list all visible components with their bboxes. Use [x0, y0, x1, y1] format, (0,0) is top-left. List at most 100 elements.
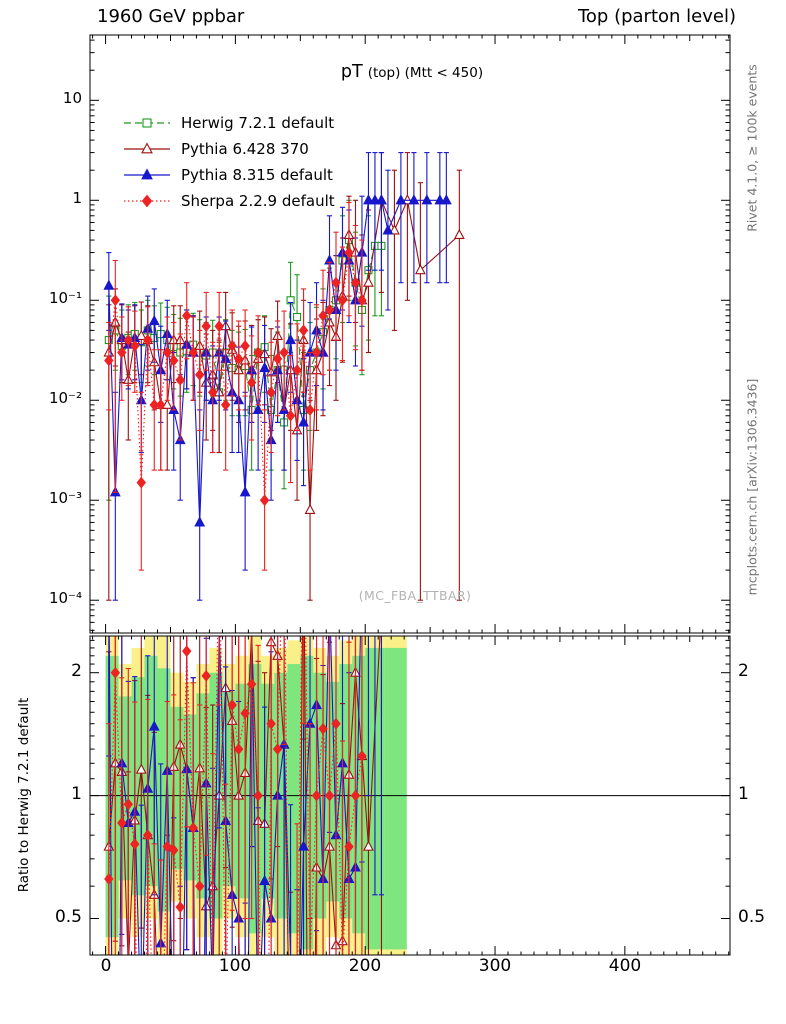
marker-diamond-filled — [311, 346, 322, 359]
marker-diamond-filled — [156, 398, 166, 411]
marker-triangle-open — [363, 276, 374, 287]
series-line — [108, 252, 363, 501]
marker-diamond-filled — [143, 829, 153, 842]
y-axis-main-tick-label: 1 — [72, 189, 82, 207]
marker-triangle-open — [135, 329, 147, 340]
x-axis-tick-label: 200 — [348, 956, 382, 976]
marker-diamond-filled — [311, 789, 322, 802]
marker-triangle-filled — [194, 516, 206, 527]
rivet-version-label: Rivet 4.1.0, ≥ 100k events — [744, 64, 760, 232]
marker-diamond-filled — [272, 743, 283, 755]
x-axis-tick-label: 300 — [478, 956, 512, 976]
marker-triangle-filled — [298, 416, 309, 427]
marker-triangle-filled — [239, 486, 251, 497]
marker-triangle-open — [414, 263, 426, 275]
marker-diamond-filled — [104, 354, 114, 367]
marker-diamond-filled — [175, 373, 185, 386]
y-axis-main-tick-label: 10⁻¹ — [48, 289, 82, 307]
marker-triangle-filled — [434, 194, 446, 205]
marker-triangle-open — [389, 224, 400, 235]
marker-diamond-filled — [162, 346, 172, 359]
marker-triangle-filled — [440, 194, 452, 205]
marker-diamond-filled — [357, 750, 367, 762]
marker-diamond-filled — [240, 339, 250, 352]
y-axis-ratio-tick-label-right: 1 — [738, 784, 749, 804]
marker-triangle-filled — [148, 720, 160, 731]
stat-uncertainty-band — [105, 655, 119, 938]
legend-item-herwig-7-2-1-default: Herwig 7.2.1 default — [122, 110, 335, 136]
beam-info-label: 1960 GeV ppbar — [97, 6, 245, 27]
marker-diamond-filled — [175, 901, 185, 913]
marker-triangle-filled — [395, 194, 407, 205]
marker-diamond-filled — [227, 699, 237, 711]
marker-triangle-open — [401, 194, 413, 205]
marker-diamond-filled — [246, 678, 257, 691]
marker-diamond-filled — [104, 873, 114, 885]
marker-diamond-filled — [305, 404, 315, 416]
marker-triangle-filled — [103, 279, 115, 290]
marker-diamond-filled — [279, 346, 289, 359]
marker-diamond-filled — [182, 309, 192, 322]
marker-diamond-filled — [344, 840, 354, 853]
marker-diamond-filled — [233, 352, 244, 365]
marker-diamond-filled — [123, 798, 134, 811]
x-axis-tick-label: 100 — [218, 956, 252, 976]
marker-diamond-filled — [253, 789, 263, 802]
legend-item-label: Herwig 7.2.1 default — [181, 114, 335, 132]
series-ratio-sherpa-2-2-9-default — [104, 636, 367, 955]
stat-uncertainty-band — [384, 647, 407, 950]
analysis-watermark: (MC_FBA_TTBAR) — [358, 588, 472, 603]
marker-diamond-filled — [117, 817, 127, 829]
marker-diamond-filled — [285, 409, 296, 422]
legend-marker-square-open — [124, 118, 170, 128]
marker-diamond-filled — [117, 346, 127, 359]
marker-triangle-filled — [382, 224, 394, 235]
marker-diamond-filled — [188, 346, 198, 359]
marker-diamond-filled — [194, 368, 205, 381]
plot-title-cut: (top) (Mtt < 450) — [367, 65, 484, 81]
marker-diamond-filled — [246, 376, 257, 389]
marker-diamond-filled — [207, 386, 218, 399]
legend-item-pythia-6-428-370: Pythia 6.428 370 — [122, 136, 335, 162]
plot-title: pT (top) (Mtt < 450) — [341, 62, 483, 82]
marker-triangle-open — [304, 503, 316, 514]
marker-diamond-filled — [272, 352, 283, 365]
marker-diamond-filled — [130, 838, 140, 850]
series-line — [108, 636, 363, 955]
y-axis-ratio-tick-label-left: 1 — [71, 784, 82, 804]
marker-diamond-filled — [298, 324, 309, 337]
marker-diamond-filled — [240, 707, 250, 720]
marker-diamond-filled — [201, 670, 211, 682]
marker-diamond-filled — [169, 844, 179, 857]
axis-ticks — [90, 35, 730, 955]
mcplots-credit-label: mcplots.cern.ch [arXiv:1306.3436] — [744, 378, 760, 596]
x-axis-tick-label: 0 — [100, 956, 112, 976]
marker-diamond-filled — [337, 294, 348, 307]
legend-item-label: Pythia 8.315 default — [181, 166, 333, 184]
y-axis-ratio-tick-label-left: 2 — [71, 661, 82, 681]
legend-marker-triangle-filled — [124, 168, 170, 180]
series-main-sherpa-2-2-9-default — [104, 201, 367, 571]
marker-diamond-filled — [110, 666, 121, 679]
marker-diamond-filled — [143, 334, 153, 346]
ratio-axis-title: Ratio to Herwig 7.2.1 default — [16, 697, 32, 893]
marker-square-open — [293, 312, 302, 322]
marker-diamond-filled — [292, 364, 302, 377]
marker-triangle-filled — [369, 194, 381, 205]
ratio-panel-series — [103, 636, 385, 955]
legend-item-sherpa-2-2-9-default: Sherpa 2.2.9 default — [122, 188, 335, 214]
marker-diamond-filled — [266, 386, 276, 399]
y-axis-main-tick-label: 10 — [62, 89, 82, 107]
marker-triangle-open — [141, 142, 153, 154]
marker-triangle-open — [453, 228, 465, 240]
marker-diamond-filled — [233, 743, 244, 755]
marker-diamond-filled — [324, 789, 335, 802]
series-line — [108, 198, 460, 510]
legend-marker-triangle-open — [124, 142, 170, 154]
marker-diamond-filled — [331, 276, 341, 289]
stat-uncertainty-band — [287, 664, 301, 934]
marker-diamond-filled — [110, 294, 121, 307]
marker-diamond-filled — [344, 246, 354, 259]
marker-diamond-filled — [357, 294, 367, 307]
